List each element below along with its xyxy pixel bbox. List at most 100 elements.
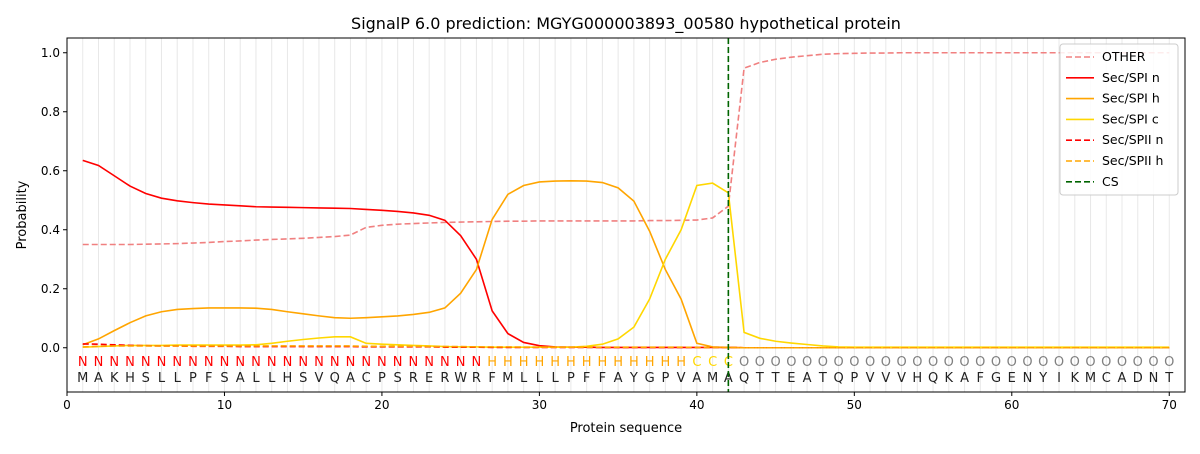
residue-label: V	[881, 371, 890, 386]
y-tick-label: 0.0	[41, 341, 60, 355]
residue-label: Q	[833, 371, 843, 386]
series-line-sec-spii-h	[82, 345, 1170, 349]
residue-label: P	[378, 371, 386, 386]
region-label: N	[235, 355, 245, 370]
region-label: O	[912, 355, 922, 370]
residue-label: A	[803, 371, 812, 386]
residue-label: A	[724, 371, 733, 386]
residue-label: L	[268, 371, 276, 386]
residue-label: A	[346, 371, 355, 386]
residue-label: M	[707, 371, 718, 386]
region-label: O	[865, 355, 875, 370]
axes: 0 10 20 30 40 50 60 70 0.0 0.2 0.4 0.6 0.8 1.0	[41, 37, 1186, 412]
region-label: N	[172, 355, 182, 370]
series-line-other	[82, 51, 1170, 246]
legend-label: Sec/SPII n	[1102, 132, 1163, 147]
residue-label: V	[314, 371, 323, 386]
axes-frame	[66, 37, 1186, 393]
series-line-sec-spi-n	[82, 159, 1170, 349]
region-label: N	[314, 355, 324, 370]
region-label: N	[109, 355, 119, 370]
residue-label: A	[236, 371, 245, 386]
region-label: N	[204, 355, 214, 370]
legend-label: OTHER	[1102, 49, 1146, 64]
region-label: O	[1054, 355, 1064, 370]
residue-label: P	[661, 371, 669, 386]
grid-lines	[82, 38, 1170, 392]
region-label: O	[881, 355, 891, 370]
region-label: O	[849, 355, 859, 370]
region-label: O	[833, 355, 843, 370]
residue-label: H	[283, 371, 293, 386]
region-label: N	[283, 355, 293, 370]
legend-label: Sec/SPII h	[1102, 153, 1163, 168]
residue-label: K	[110, 371, 119, 386]
region-label: O	[786, 355, 796, 370]
residue-label: C	[1102, 371, 1111, 386]
residue-label: V	[677, 371, 686, 386]
residue-label: Q	[330, 371, 340, 386]
residue-label: E	[1008, 371, 1016, 386]
region-label: O	[975, 355, 985, 370]
region-label: O	[1101, 355, 1111, 370]
residue-label: F	[599, 371, 606, 386]
legend-label: Sec/SPI h	[1102, 91, 1160, 106]
residue-label: K	[945, 371, 954, 386]
residue-label: T	[1164, 371, 1173, 386]
region-label: N	[456, 355, 466, 370]
residue-label: T	[818, 371, 827, 386]
residue-label: G	[991, 371, 1001, 386]
residue-label: A	[614, 371, 623, 386]
region-label: H	[535, 355, 545, 370]
residue-label: T	[771, 371, 780, 386]
residue-label: E	[787, 371, 795, 386]
residue-label: N	[1023, 371, 1033, 386]
residue-label: F	[583, 371, 590, 386]
y-axis-label: Probability	[15, 180, 30, 249]
region-label: H	[550, 355, 560, 370]
residue-label: N	[1149, 371, 1159, 386]
region-label: O	[928, 355, 938, 370]
residue-label: L	[158, 371, 166, 386]
x-tick-label: 30	[532, 398, 547, 412]
residue-label: L	[252, 371, 260, 386]
legend-box	[1059, 43, 1179, 196]
residue-label: Y	[629, 371, 638, 386]
residue-label: G	[645, 371, 655, 386]
region-label: N	[220, 355, 230, 370]
region-label: O	[802, 355, 812, 370]
region-label: N	[409, 355, 419, 370]
region-label: H	[503, 355, 513, 370]
region-label: O	[896, 355, 906, 370]
region-label: N	[377, 355, 387, 370]
residue-label: S	[220, 371, 228, 386]
region-label: H	[676, 355, 686, 370]
legend-label: Sec/SPI n	[1102, 70, 1160, 85]
region-label: N	[393, 355, 403, 370]
x-tick-label: 60	[1004, 398, 1019, 412]
region-label: N	[78, 355, 88, 370]
region-label: H	[629, 355, 639, 370]
region-label: H	[597, 355, 607, 370]
region-label: N	[361, 355, 371, 370]
residue-label: Q	[928, 371, 938, 386]
residue-label: T	[755, 371, 764, 386]
residue-label: A	[1118, 371, 1127, 386]
residue-label: W	[454, 371, 467, 386]
x-tick-label: 20	[374, 398, 389, 412]
residue-label: H	[912, 371, 922, 386]
residue-label: L	[520, 371, 528, 386]
region-label: N	[298, 355, 308, 370]
region-label: H	[645, 355, 655, 370]
residue-label: V	[866, 371, 875, 386]
residue-label: F	[205, 371, 212, 386]
y-tick-label: 1.0	[41, 46, 60, 60]
region-label: C	[692, 355, 701, 370]
residue-label: K	[1071, 371, 1080, 386]
region-label: H	[519, 355, 529, 370]
residue-label: C	[362, 371, 371, 386]
region-label: N	[251, 355, 261, 370]
region-label: O	[1038, 355, 1048, 370]
